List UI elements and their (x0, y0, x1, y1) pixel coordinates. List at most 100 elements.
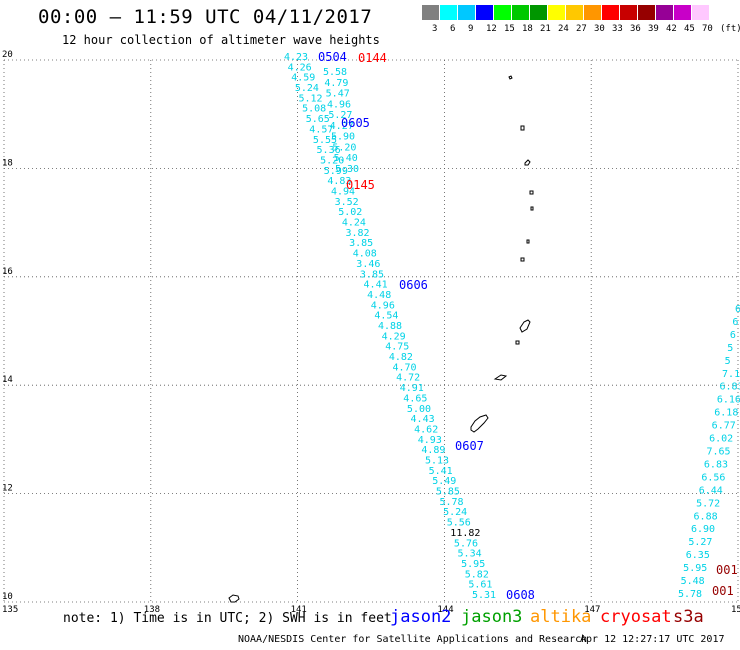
wave-height-value: 6.35 (686, 550, 710, 561)
island-outline (508, 75, 513, 80)
color-swatch (656, 5, 673, 20)
wave-height-value: 4.70 (392, 362, 416, 373)
pass-time-label: 001 (716, 563, 738, 577)
pass-time-label: 0605 (341, 116, 370, 130)
wave-height-value: 5.58 (323, 67, 347, 78)
color-swatch (494, 5, 511, 20)
wave-height-value: 4.23 (284, 52, 308, 63)
color-swatch (440, 5, 457, 20)
wave-height-value: 5.24 (295, 83, 319, 94)
color-swatch (458, 5, 475, 20)
wave-height-value: 6.44 (699, 485, 723, 496)
lat-label: 14 (2, 375, 13, 385)
pass-time-label: 0606 (399, 278, 428, 292)
color-swatch (530, 5, 547, 20)
color-scale-label: 9 (468, 24, 474, 34)
wave-height-value: 4.29 (382, 331, 406, 342)
wave-height-value: 5.00 (407, 404, 431, 415)
altimeter-observations: 4.234.264.595.245.125.085.654.575.555.36… (284, 50, 740, 602)
wave-height-value: 5.61 (468, 580, 492, 591)
island-outline (530, 206, 534, 211)
color-swatch (548, 5, 565, 20)
wave-height-value: 4.57 (309, 124, 333, 135)
lon-label: 135 (2, 605, 18, 615)
wave-height-value: 6.02 (709, 434, 733, 445)
note-text: note: 1) Time is in UTC; 2) SWH is in fe… (63, 611, 392, 626)
pass-time-label: 0608 (506, 588, 535, 602)
wave-height-value: 5.12 (298, 93, 322, 104)
color-scale-label: 42 (666, 24, 677, 34)
wave-height-value: 5.27 (688, 537, 712, 548)
land-outlines (228, 75, 534, 603)
color-scale-label: 21 (540, 24, 551, 34)
wave-height-value: 3.82 (345, 228, 369, 239)
wave-height-value: 4.93 (418, 435, 442, 446)
color-scale-label: 27 (576, 24, 587, 34)
color-swatch (566, 5, 583, 20)
color-swatch (602, 5, 619, 20)
wave-height-value: 4.79 (324, 78, 348, 89)
pass-time-label: 0144 (358, 51, 387, 65)
color-swatch (512, 5, 529, 20)
color-scale-label: 24 (558, 24, 569, 34)
island-outline (524, 159, 531, 166)
color-scale-label: 30 (594, 24, 605, 34)
pass-time-label: 0607 (455, 439, 484, 453)
wave-height-value: 4.82 (389, 352, 413, 363)
wave-height-value: 4.72 (396, 373, 420, 384)
pass-time-label: 0504 (318, 50, 347, 64)
wave-height-value: 7.14 (722, 369, 740, 380)
island-outline (519, 319, 531, 333)
wave-height-value: 4.62 (414, 424, 438, 435)
wave-height-value: 3.85 (349, 238, 373, 249)
color-scale-label: 18 (522, 24, 533, 34)
page-title: 00:00 – 11:59 UTC 04/11/2017 (38, 6, 373, 28)
wave-height-value: 5.30 (335, 164, 359, 175)
wave-height-value: 5.20 (332, 142, 356, 153)
wave-height-value: 4.96 (371, 300, 395, 311)
color-scale-label: (ft) (720, 24, 740, 34)
wave-height-value: 4.83 (327, 176, 351, 187)
wave-height-value: 6 (732, 317, 738, 328)
wave-height-value: 6.90 (691, 524, 715, 535)
wave-height-value: 3.85 (360, 269, 384, 280)
island-outline (515, 340, 520, 345)
lon-label: 138 (144, 605, 160, 615)
lon-label: 144 (437, 605, 453, 615)
page-subtitle: 12 hour collection of altimeter wave hei… (62, 33, 380, 47)
wave-height-value: 4.65 (403, 393, 427, 404)
wave-height-value: 5.95 (461, 559, 485, 570)
wave-height-value: 4.26 (288, 62, 312, 73)
color-swatch (584, 5, 601, 20)
wave-height-value: 5.72 (696, 498, 720, 509)
color-scale-label: 6 (450, 24, 456, 34)
wave-height-value: 5.34 (458, 549, 482, 560)
wave-height-value: 5.99 (324, 166, 348, 177)
wave-height-value: 6.83 (719, 382, 740, 393)
wave-height-value: 4.41 (364, 280, 388, 291)
wave-height-value: 11.82 (450, 528, 480, 539)
wave-height-value: 7.65 (707, 447, 731, 458)
color-swatch (422, 5, 439, 20)
wave-height-value: 4.75 (385, 342, 409, 353)
legend-entry-altika: altika (530, 607, 592, 627)
color-swatch (692, 5, 709, 20)
lon-label: 141 (291, 605, 307, 615)
wave-height-value: 6.83 (704, 459, 728, 470)
color-scale-label: 39 (648, 24, 659, 34)
wave-height-value: 4.54 (374, 311, 398, 322)
wave-height-value: 3.52 (335, 197, 359, 208)
lon-label: 150 (731, 605, 740, 615)
wave-height-value: 4.94 (331, 187, 355, 198)
color-scale-label: 33 (612, 24, 623, 34)
lat-label: 20 (2, 50, 13, 60)
color-scale-label: 15 (504, 24, 515, 34)
legend-entry-s3a: s3a (673, 607, 704, 627)
wave-height-value: 5.24 (443, 507, 467, 518)
wave-height-value: 4.48 (367, 290, 391, 301)
island-outline (529, 190, 534, 195)
wave-height-value: 5.56 (447, 518, 471, 529)
legend-entry-jason2: jason2 (390, 607, 452, 627)
wave-height-value: 5 (725, 356, 731, 367)
